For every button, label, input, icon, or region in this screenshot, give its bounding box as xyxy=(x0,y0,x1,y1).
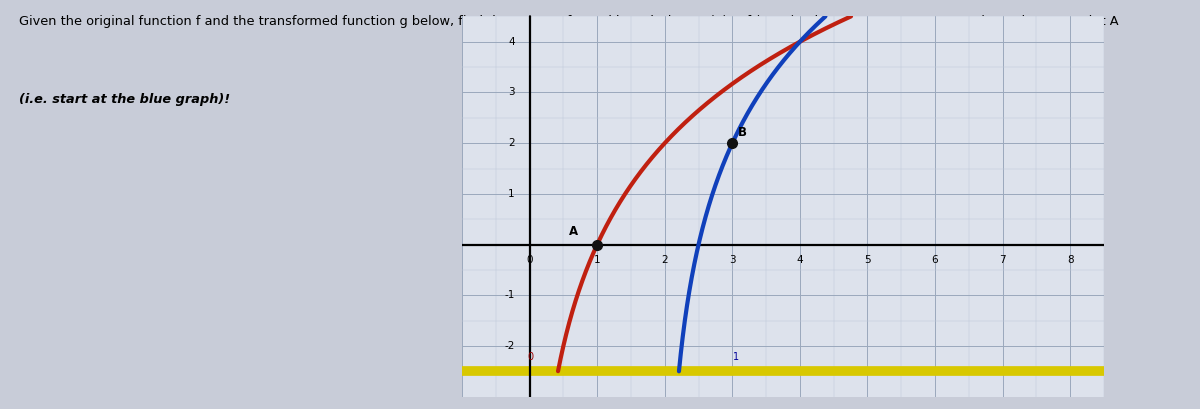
Text: B: B xyxy=(738,126,746,139)
Text: 1: 1 xyxy=(733,352,739,362)
Text: (i.e. start at the blue graph)!: (i.e. start at the blue graph)! xyxy=(19,93,229,106)
Text: 2: 2 xyxy=(661,255,668,265)
Text: -1: -1 xyxy=(504,290,515,300)
Text: 1: 1 xyxy=(594,255,600,265)
Text: 3: 3 xyxy=(508,88,515,97)
Text: 2: 2 xyxy=(508,138,515,148)
Text: -2: -2 xyxy=(504,341,515,351)
Text: Given the original function f and the transformed function g below, find the val: Given the original function f and the tr… xyxy=(19,15,1118,28)
Text: 3: 3 xyxy=(730,255,736,265)
Text: 4: 4 xyxy=(508,37,515,47)
Text: 5: 5 xyxy=(864,255,871,265)
Text: 0: 0 xyxy=(527,255,533,265)
Text: 4: 4 xyxy=(797,255,803,265)
Text: 0: 0 xyxy=(528,352,534,362)
Text: 7: 7 xyxy=(1000,255,1006,265)
Text: 6: 6 xyxy=(931,255,938,265)
Text: 8: 8 xyxy=(1067,255,1074,265)
Text: A: A xyxy=(569,225,578,238)
Text: 1: 1 xyxy=(508,189,515,199)
